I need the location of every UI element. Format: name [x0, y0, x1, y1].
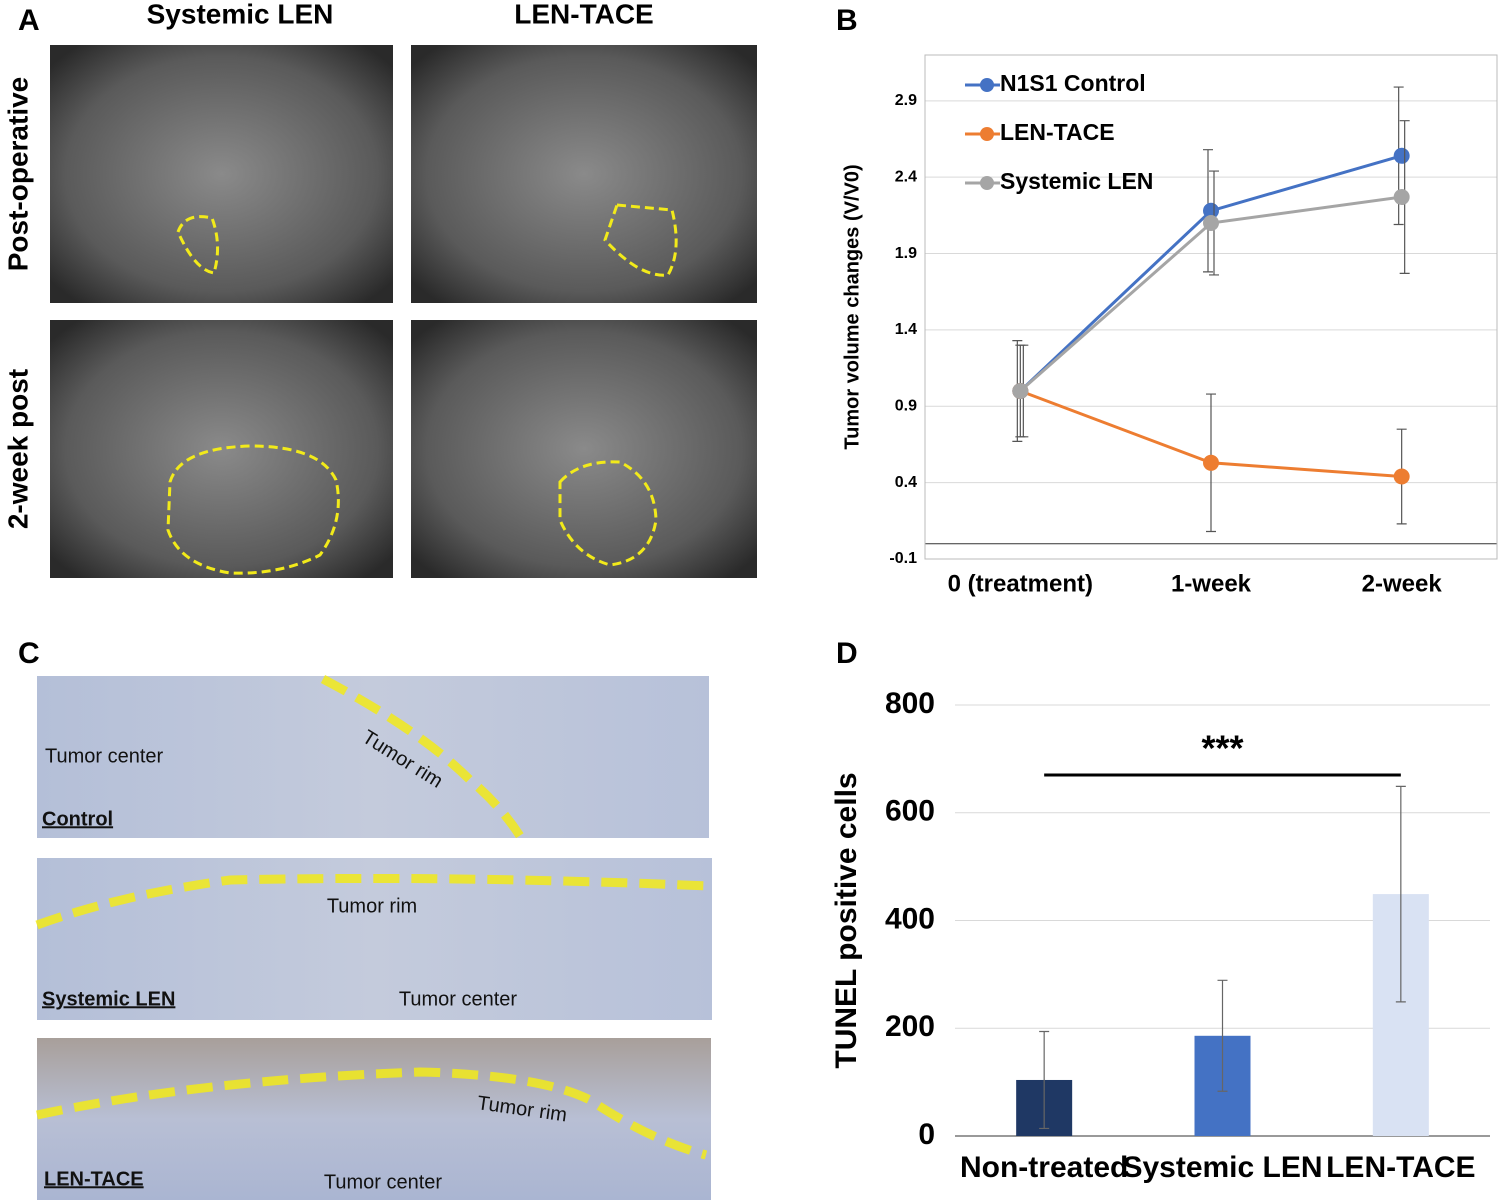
region-label: Tumor center: [324, 1171, 443, 1193]
legend-marker: [980, 176, 994, 190]
error-bar: [1217, 979, 1228, 1092]
group-label: Control: [42, 808, 113, 830]
y-tick-label: -0.1: [889, 550, 917, 567]
tumor-outlines: [166, 203, 678, 575]
column-label: LEN-TACE: [514, 0, 653, 29]
panel-label: C: [18, 637, 40, 670]
data-point: [1203, 454, 1219, 471]
y-tick-label: 2.4: [895, 168, 917, 185]
legend-label: LEN-TACE: [1000, 119, 1115, 145]
error-bar: [1039, 1030, 1050, 1130]
region-label: Tumor center: [45, 745, 164, 767]
y-tick-label: 400: [885, 902, 935, 935]
data-point: [1393, 189, 1410, 206]
histology-image: [37, 1038, 711, 1200]
data-point: [1203, 202, 1219, 219]
mri-image: [411, 320, 757, 578]
region-label: Tumor center: [399, 988, 518, 1010]
y-tick-label: 200: [885, 1010, 935, 1043]
y-tick-label: 0.9: [895, 397, 917, 414]
rim-outlines: [35, 675, 710, 1160]
y-tick-label: 1.4: [895, 321, 917, 338]
panel-label: D: [836, 637, 858, 670]
data-point: [1393, 468, 1410, 485]
panel-label: B: [836, 4, 858, 37]
y-tick-label: 600: [885, 795, 935, 828]
data-point: [1012, 383, 1029, 399]
x-tick-label: LEN-TACE: [1326, 1151, 1475, 1184]
mri-image: [50, 45, 393, 303]
y-axis-label: TUNEL positive cells: [830, 772, 863, 1068]
x-tick-label: 1-week: [1171, 570, 1252, 597]
plot-border: [924, 54, 1498, 560]
histology-image: [37, 858, 712, 1020]
mri-image: [411, 45, 757, 303]
legend-marker: [980, 127, 994, 141]
row-label: Post-operative: [2, 77, 33, 272]
region-label: Tumor rim: [327, 895, 417, 917]
y-axis-label: Tumor volume changes (V/V0): [841, 164, 863, 449]
y-tick-label: 800: [885, 687, 935, 720]
x-tick-label: 2-week: [1362, 570, 1443, 597]
legend-label: Systemic LEN: [1000, 168, 1153, 194]
data-point: [1393, 147, 1410, 164]
y-tick-label: 1.9: [895, 245, 917, 262]
x-tick-label: Non-treated: [960, 1151, 1128, 1184]
panel-label: A: [18, 4, 40, 37]
group-label: LEN-TACE: [44, 1168, 144, 1190]
data-point: [1203, 215, 1219, 231]
x-tick-label: Systemic LEN: [1122, 1151, 1322, 1184]
y-tick-label: 0: [918, 1118, 935, 1151]
error-bar: [1395, 785, 1406, 1003]
significance-label: ***: [1201, 728, 1243, 769]
y-tick-label: 2.9: [895, 92, 917, 109]
group-label: Systemic LEN: [42, 988, 175, 1010]
legend-marker: [980, 78, 994, 92]
row-label: 2-week post: [2, 369, 33, 529]
y-tick-label: 0.4: [895, 474, 917, 491]
x-tick-label: 0 (treatment): [948, 570, 1093, 597]
legend-label: N1S1 Control: [1000, 70, 1146, 96]
column-label: Systemic LEN: [147, 0, 334, 29]
